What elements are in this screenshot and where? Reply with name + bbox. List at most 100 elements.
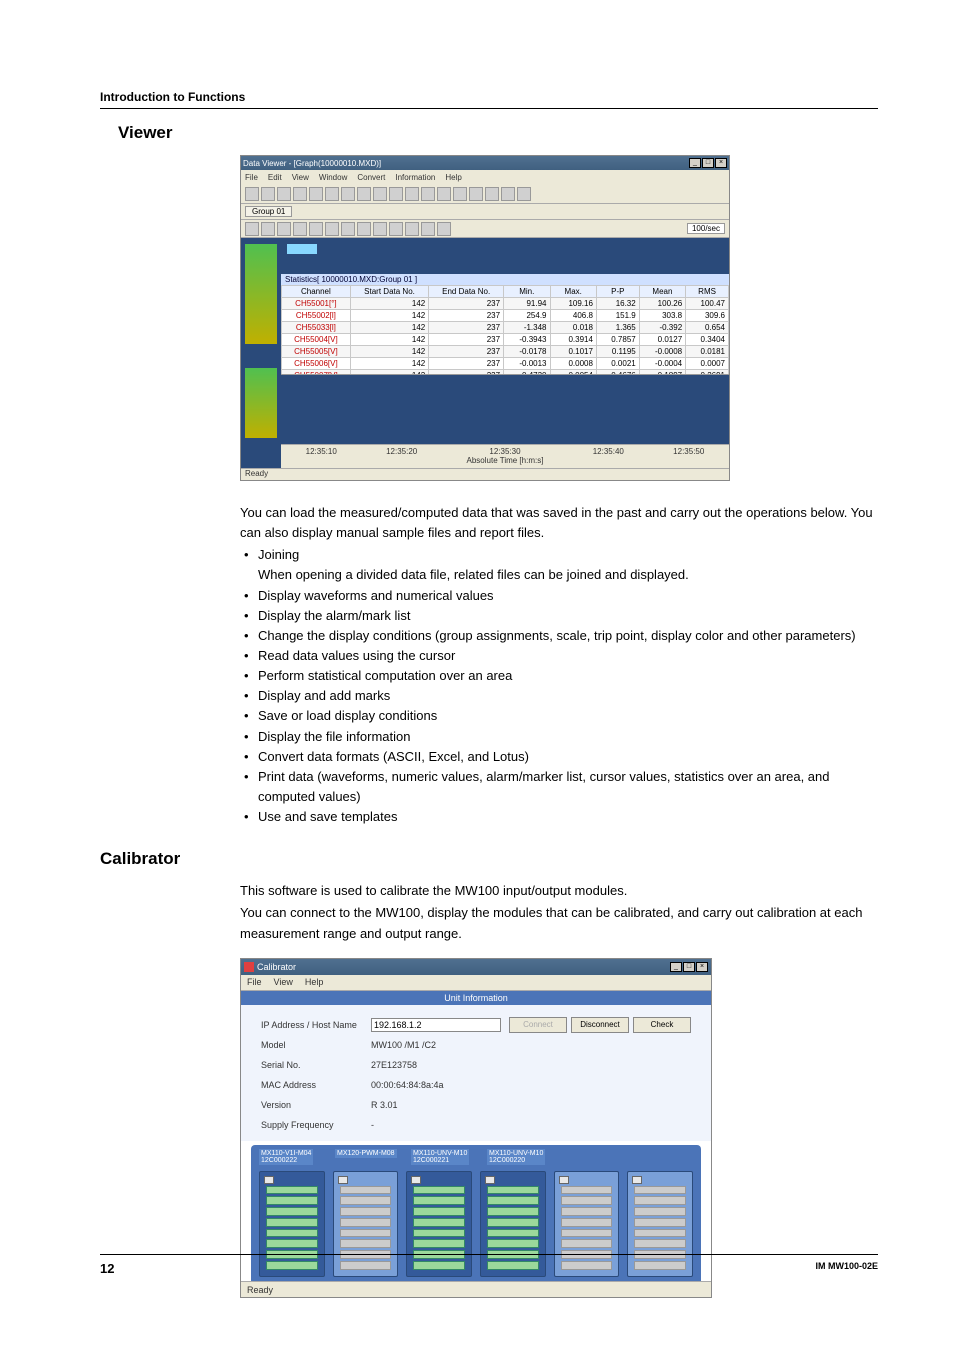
bullet-subtext: When opening a divided data file, relate… (258, 565, 878, 585)
menu-item[interactable]: Edit (268, 173, 282, 182)
table-cell: 0.3404 (686, 334, 729, 346)
section-title-calibrator: Calibrator (100, 849, 878, 869)
maximize-icon[interactable]: □ (683, 962, 695, 972)
minimize-icon[interactable]: _ (689, 158, 701, 168)
ip-address-input[interactable] (371, 1018, 501, 1032)
check-button[interactable]: Check (633, 1017, 691, 1033)
toolbar-icon[interactable] (373, 187, 387, 201)
table-cell: 237 (429, 322, 504, 334)
menu-item[interactable]: File (247, 977, 262, 987)
table-row: CH55005[V]142237-0.01780.10170.1195-0.00… (282, 346, 729, 358)
window-buttons: _ □ × (670, 962, 708, 972)
toolbar-icon[interactable] (389, 222, 403, 236)
table-cell: 237 (429, 310, 504, 322)
disconnect-button[interactable]: Disconnect (571, 1017, 629, 1033)
form-label: MAC Address (261, 1080, 371, 1090)
toolbar-icon[interactable] (421, 222, 435, 236)
toolbar-icon[interactable] (261, 187, 275, 201)
group-tab[interactable]: Group 01 (245, 206, 292, 217)
menu-item[interactable]: Information (395, 173, 435, 182)
toolbar-icon[interactable] (437, 187, 451, 201)
toolbar-icon[interactable] (277, 222, 291, 236)
toolbar-icon[interactable] (405, 187, 419, 201)
stats-col-header: P-P (596, 286, 639, 298)
menu-item[interactable]: File (245, 173, 258, 182)
table-cell: 237 (429, 346, 504, 358)
toolbar-icon[interactable] (293, 187, 307, 201)
table-row: CH55001[°]14223791.94109.1616.32100.2610… (282, 298, 729, 310)
table-cell: 0.0008 (550, 358, 596, 370)
page-number: 12 (100, 1261, 114, 1276)
module-label: MX110-V1I-M0412C000222 (259, 1149, 313, 1165)
axis-tick: 12:35:10 (306, 447, 337, 456)
table-cell: 109.16 (550, 298, 596, 310)
toolbar-icon[interactable] (501, 187, 515, 201)
table-cell: 237 (429, 298, 504, 310)
table-cell: 0.3914 (550, 334, 596, 346)
close-icon[interactable]: × (715, 158, 727, 168)
module-label: MX110-UNV-M1012C000221 (411, 1149, 469, 1165)
bullet-item: Change the display conditions (group ass… (240, 626, 878, 646)
form-value: - (371, 1120, 374, 1130)
form-value: MW100 /M1 /C2 (371, 1040, 436, 1050)
toolbar-icon[interactable] (325, 222, 339, 236)
axis-tick: 12:35:50 (673, 447, 704, 456)
bullet-item: Read data values using the cursor (240, 646, 878, 666)
zoom-value: 100/sec (687, 223, 725, 234)
toolbar-icon[interactable] (277, 187, 291, 201)
form-label: Supply Frequency (261, 1120, 371, 1130)
table-cell: 100.26 (639, 298, 685, 310)
toolbar-icon[interactable] (245, 187, 259, 201)
table-cell: 237 (429, 358, 504, 370)
toolbar-icon[interactable] (261, 222, 275, 236)
toolbar-icon[interactable] (341, 222, 355, 236)
menu-item[interactable]: View (292, 173, 309, 182)
form-row: Supply Frequency- (261, 1115, 691, 1135)
maximize-icon[interactable]: □ (702, 158, 714, 168)
menu-item[interactable]: View (274, 977, 293, 987)
toolbar-icon[interactable] (325, 187, 339, 201)
table-cell: CH55002[l] (282, 310, 351, 322)
intro-paragraph: You can load the measured/computed data … (240, 503, 878, 543)
table-cell: 303.8 (639, 310, 685, 322)
stats-col-header: End Data No. (429, 286, 504, 298)
running-header: Introduction to Functions (100, 90, 878, 104)
form-row: ModelMW100 /M1 /C2 (261, 1035, 691, 1055)
toolbar-icon[interactable] (341, 187, 355, 201)
form-row: Serial No.27E123758 (261, 1055, 691, 1075)
minimize-icon[interactable]: _ (670, 962, 682, 972)
toolbar-icon[interactable] (469, 187, 483, 201)
table-cell: 151.9 (596, 310, 639, 322)
toolbar-icon[interactable] (437, 222, 451, 236)
menu-item[interactable]: Window (319, 173, 347, 182)
toolbar-icon[interactable] (485, 187, 499, 201)
toolbar-icon[interactable] (405, 222, 419, 236)
table-cell: 0.7857 (596, 334, 639, 346)
toolbar-icon[interactable] (453, 187, 467, 201)
close-icon[interactable]: × (696, 962, 708, 972)
toolbar-icon[interactable] (517, 187, 531, 201)
table-cell: CH55006[V] (282, 358, 351, 370)
toolbar-icon[interactable] (293, 222, 307, 236)
menu-item[interactable]: Convert (357, 173, 385, 182)
bullet-item: Display waveforms and numerical values (240, 586, 878, 606)
toolbar-icon[interactable] (309, 222, 323, 236)
stats-col-header: Mean (639, 286, 685, 298)
connect-button[interactable]: Connect (509, 1017, 567, 1033)
table-row: CH55033[l]142237-1.3480.0181.365-0.3920.… (282, 322, 729, 334)
header-rule (100, 108, 878, 109)
toolbar-icon[interactable] (421, 187, 435, 201)
toolbar-icon[interactable] (389, 187, 403, 201)
menu-bar: File Edit View Window Convert Informatio… (241, 170, 729, 184)
toolbar-icon[interactable] (373, 222, 387, 236)
window-titlebar: Calibrator _ □ × (241, 959, 711, 975)
stats-col-header: Max. (550, 286, 596, 298)
toolbar-icon[interactable] (357, 222, 371, 236)
menu-item[interactable]: Help (445, 173, 461, 182)
table-cell: 142 (350, 298, 428, 310)
menu-item[interactable]: Help (305, 977, 324, 987)
toolbar-icon[interactable] (309, 187, 323, 201)
toolbar-icon[interactable] (357, 187, 371, 201)
bullet-item: Convert data formats (ASCII, Excel, and … (240, 747, 878, 767)
toolbar-icon[interactable] (245, 222, 259, 236)
